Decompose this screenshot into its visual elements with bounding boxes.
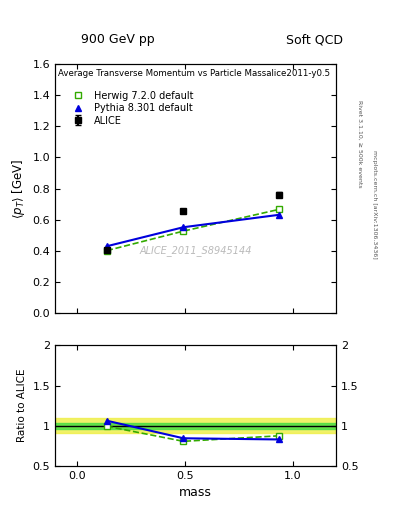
Bar xyxy=(55,422,336,429)
Legend: Herwig 7.2.0 default, Pythia 8.301 default, ALICE: Herwig 7.2.0 default, Pythia 8.301 defau… xyxy=(66,89,195,127)
X-axis label: mass: mass xyxy=(179,486,212,499)
Herwig 7.2.0 default xyxy=(277,206,282,212)
Text: 900 GeV pp: 900 GeV pp xyxy=(81,33,155,46)
Herwig 7.2.0 default xyxy=(181,228,186,234)
Pythia 8.301 default xyxy=(277,211,282,218)
Text: Rivet 3.1.10, ≥ 500k events: Rivet 3.1.10, ≥ 500k events xyxy=(357,99,362,187)
Pythia 8.301 default xyxy=(105,243,109,249)
Y-axis label: $\langle p_T \rangle$ [GeV]: $\langle p_T \rangle$ [GeV] xyxy=(10,158,27,219)
Text: ALICE_2011_S8945144: ALICE_2011_S8945144 xyxy=(139,245,252,257)
Herwig 7.2.0 default xyxy=(105,247,109,253)
Line: Pythia 8.301 default: Pythia 8.301 default xyxy=(103,211,283,250)
Line: Herwig 7.2.0 default: Herwig 7.2.0 default xyxy=(103,206,283,254)
Pythia 8.301 default xyxy=(181,224,186,230)
Text: Soft QCD: Soft QCD xyxy=(286,33,343,46)
Text: Average Transverse Momentum vs Particle Massalice2011-y0.5: Average Transverse Momentum vs Particle … xyxy=(58,69,330,78)
Y-axis label: Ratio to ALICE: Ratio to ALICE xyxy=(17,369,27,442)
Text: mcplots.cern.ch [arXiv:1306.3436]: mcplots.cern.ch [arXiv:1306.3436] xyxy=(372,151,376,259)
Bar xyxy=(55,418,336,433)
